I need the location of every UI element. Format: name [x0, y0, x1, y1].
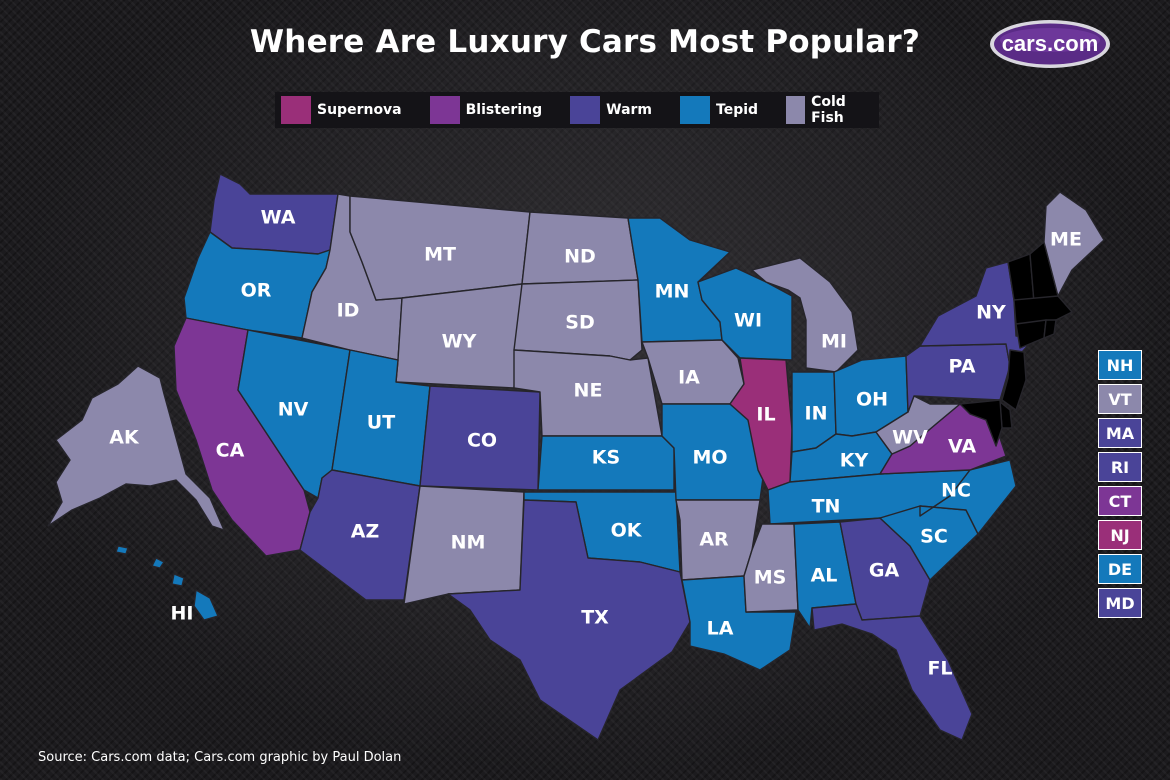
small-state-box-nh[interactable]: NH [1098, 350, 1142, 380]
state-label: AL [811, 565, 838, 587]
legend: Supernova Blistering Warm Tepid Cold Fis… [275, 92, 879, 128]
legend-item-warm: Warm [564, 92, 674, 128]
small-states-key: NH VT MA RI CT NJ DE MD [1098, 350, 1142, 622]
state-label: PA [949, 356, 976, 378]
legend-item-supernova: Supernova [275, 92, 424, 128]
state-label: MN [655, 281, 690, 303]
source-credit: Source: Cars.com data; Cars.com graphic … [38, 750, 402, 765]
state-ak[interactable] [47, 365, 225, 531]
small-state-box-ri[interactable]: RI [1098, 452, 1142, 482]
state-tx[interactable] [447, 499, 691, 741]
small-state-box-nj[interactable]: NJ [1098, 520, 1142, 550]
state-label: IL [756, 404, 775, 426]
state-label: ND [564, 246, 596, 268]
state-label: MT [424, 244, 456, 266]
state-label: ME [1050, 229, 1082, 251]
small-state-box-ma[interactable]: MA [1098, 418, 1142, 448]
state-label: WY [442, 331, 477, 353]
state-label: NY [976, 302, 1006, 324]
state-label: GA [869, 560, 900, 582]
state-label: UT [367, 412, 395, 434]
small-state-box-md[interactable]: MD [1098, 588, 1142, 618]
state-label: LA [707, 618, 734, 640]
state-label: CO [467, 430, 497, 452]
state-label: AK [109, 427, 140, 449]
state-mi[interactable] [751, 257, 859, 373]
state-nj[interactable] [1001, 349, 1027, 411]
legend-item-cold-fish: Cold Fish [780, 92, 879, 128]
state-ks[interactable] [537, 435, 675, 491]
state-label: AZ [351, 521, 379, 543]
state-label: ID [337, 300, 360, 322]
state-label: NE [574, 380, 603, 402]
state-label: NC [941, 480, 971, 502]
state-label: CA [216, 440, 245, 462]
legend-label: Supernova [317, 102, 402, 118]
state-label: TN [812, 496, 841, 518]
state-label: MO [692, 447, 727, 469]
state-label: NM [451, 532, 486, 554]
state-ct[interactable] [1015, 319, 1047, 349]
legend-swatch [680, 96, 711, 124]
state-label: FL [927, 658, 952, 680]
state-ma[interactable] [1013, 295, 1073, 325]
state-il[interactable] [729, 357, 793, 491]
legend-item-blistering: Blistering [424, 92, 564, 128]
legend-label: Tepid [716, 102, 759, 118]
state-md[interactable] [959, 399, 1003, 447]
cars-com-logo: cars.com [990, 20, 1110, 68]
legend-swatch [281, 96, 311, 124]
state-label: SC [920, 526, 948, 548]
legend-swatch [429, 96, 460, 124]
legend-item-tepid: Tepid [674, 92, 780, 128]
state-label: HI [171, 603, 194, 625]
state-label: WI [734, 310, 762, 332]
state-label: WA [261, 207, 296, 229]
state-label: AR [699, 529, 729, 551]
state-fl[interactable] [811, 603, 973, 741]
legend-label: Warm [606, 102, 653, 118]
state-label: KY [840, 450, 869, 472]
small-state-box-vt[interactable]: VT [1098, 384, 1142, 414]
legend-swatch [570, 96, 601, 124]
state-label: IN [805, 403, 828, 425]
state-nc[interactable] [919, 459, 1017, 535]
state-me[interactable] [1043, 191, 1105, 297]
state-label: OR [241, 280, 272, 302]
small-state-box-ct[interactable]: CT [1098, 486, 1142, 516]
state-label: WV [892, 427, 928, 449]
state-wy[interactable] [395, 283, 523, 389]
logo-text: cars.com [1002, 31, 1099, 56]
state-label: VA [948, 436, 976, 458]
state-label: KS [592, 447, 620, 469]
state-label: NV [278, 399, 309, 421]
state-label: TX [581, 607, 609, 629]
state-ri[interactable] [1043, 319, 1057, 339]
map-title: Where Are Luxury Cars Most Popular? [249, 24, 921, 60]
state-label: OH [856, 389, 888, 411]
state-label: OK [611, 520, 643, 542]
state-label: MI [821, 331, 847, 353]
state-label: MS [754, 567, 787, 589]
state-label: IA [678, 367, 700, 389]
legend-label: Blistering [465, 102, 543, 118]
small-state-box-de[interactable]: DE [1098, 554, 1142, 584]
state-hi[interactable] [115, 545, 219, 621]
legend-label: Cold Fish [811, 94, 846, 126]
legend-swatch [786, 96, 806, 124]
state-label: SD [565, 312, 594, 334]
